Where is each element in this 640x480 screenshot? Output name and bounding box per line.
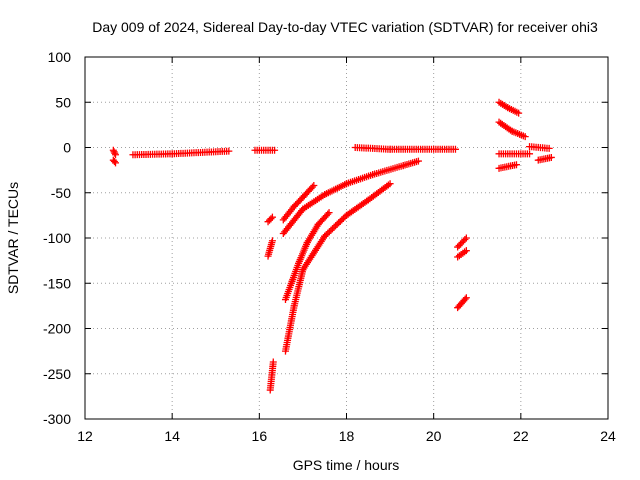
data-point [547, 153, 555, 161]
series-s20 [526, 143, 553, 152]
x-tick-label: 22 [513, 428, 529, 444]
x-tick-label: 18 [339, 428, 355, 444]
series-s3 [129, 147, 233, 159]
data-point [110, 158, 118, 166]
series-s10 [281, 180, 394, 355]
data-point [268, 237, 276, 245]
x-tick-label: 20 [426, 428, 442, 444]
data-point [384, 181, 392, 189]
series-s8 [279, 157, 422, 237]
data-point [310, 182, 318, 190]
series-s1 [109, 146, 120, 159]
data-point [109, 146, 117, 154]
data-point [269, 358, 277, 366]
y-tick-label: -250 [43, 366, 71, 382]
x-tick-label: 16 [252, 428, 268, 444]
chart-title: Day 009 of 2024, Sidereal Day-to-day VTE… [92, 19, 598, 35]
series-s18 [495, 150, 534, 158]
data-point [545, 144, 553, 152]
data-point [515, 109, 523, 117]
data-point [271, 146, 279, 154]
series-s17 [495, 118, 529, 141]
series-s19 [495, 161, 520, 172]
data-points [109, 98, 555, 394]
series-s12 [351, 144, 459, 153]
series-s9 [279, 182, 318, 224]
series-s15 [454, 294, 470, 312]
series-s4 [251, 146, 279, 154]
y-tick-label: -100 [43, 230, 71, 246]
series-s2 [109, 156, 120, 167]
y-tick-label: -300 [43, 411, 71, 427]
series-s11 [281, 209, 333, 304]
series-s7 [266, 358, 277, 394]
series-s14 [454, 247, 470, 261]
data-point [308, 183, 316, 191]
series-s21 [534, 153, 555, 164]
series-s5 [264, 213, 276, 226]
y-tick-label: -200 [43, 321, 71, 337]
data-point [462, 294, 470, 302]
data-point [526, 150, 534, 158]
data-point [462, 247, 470, 255]
data-point [461, 295, 469, 303]
y-axis-label: SDTVAR / TECUs [5, 182, 21, 294]
y-tick-label: -50 [51, 185, 71, 201]
data-point [112, 151, 120, 159]
data-point [112, 159, 120, 167]
x-tick-label: 14 [164, 428, 180, 444]
x-tick-label: 12 [77, 428, 93, 444]
series-s13 [454, 234, 470, 251]
y-tick-label: -150 [43, 275, 71, 291]
data-point [110, 148, 118, 156]
axis-ticks: 12 14 16 18 20 22 24 100 50 0 -50 -100 -150 -200 -250 -… [43, 49, 616, 444]
data-point [506, 126, 514, 134]
data-point [268, 213, 276, 221]
x-tick-label: 24 [600, 428, 616, 444]
data-point [386, 180, 394, 188]
data-point [225, 147, 233, 155]
y-tick-label: 0 [63, 140, 71, 156]
data-point [521, 133, 529, 141]
series-s6 [264, 237, 276, 260]
x-axis-label: GPS time / hours [293, 457, 400, 473]
series-s16 [495, 98, 523, 117]
data-point [414, 157, 422, 165]
data-point [451, 145, 459, 153]
data-point [324, 210, 332, 218]
grid [85, 57, 608, 419]
data-point [462, 234, 470, 242]
data-point [325, 209, 333, 217]
data-point [512, 161, 520, 169]
data-point [461, 236, 469, 244]
y-tick-label: 50 [55, 94, 71, 110]
y-tick-label: 100 [48, 49, 72, 65]
data-point [267, 215, 275, 223]
data-point [111, 149, 119, 157]
